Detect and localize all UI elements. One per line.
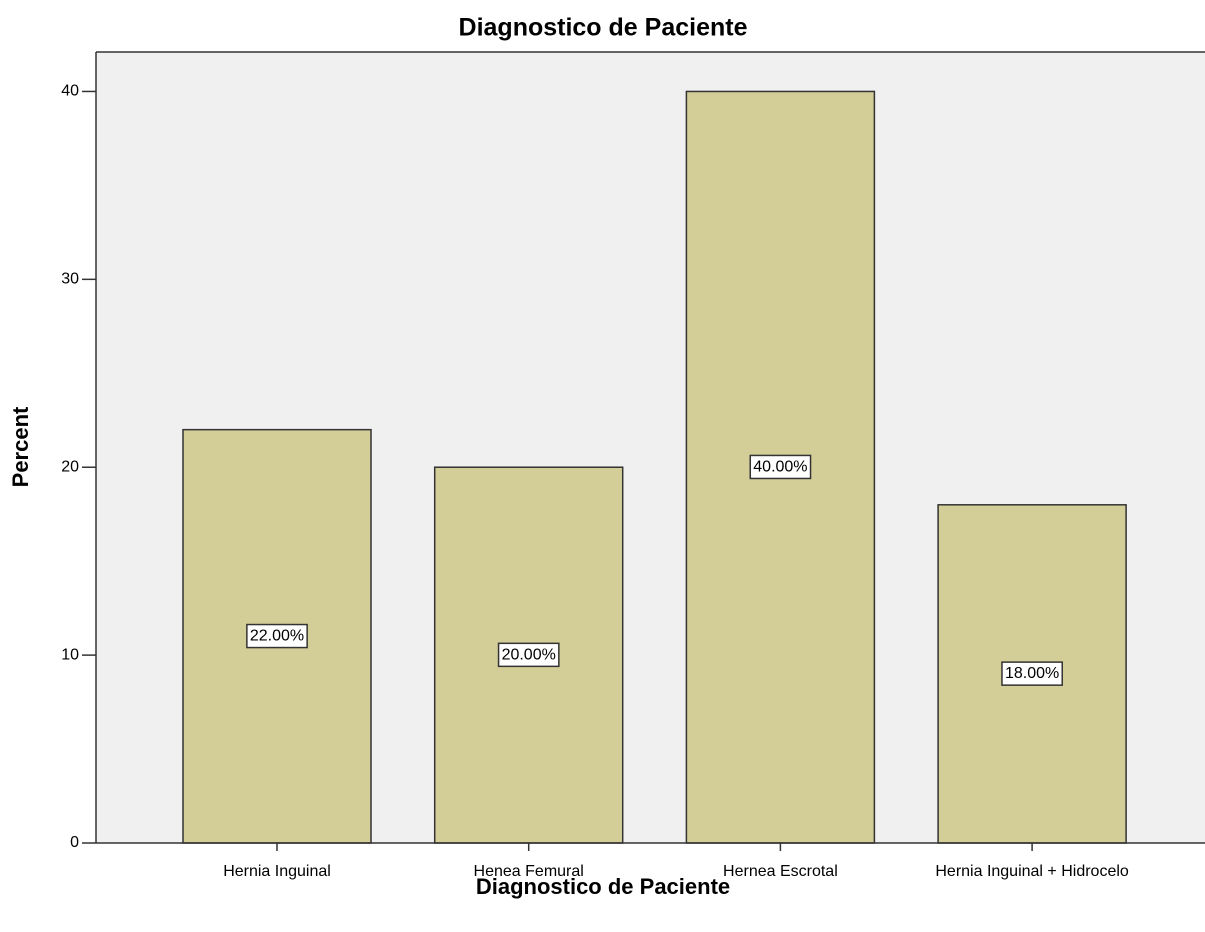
x-tick-label: Hernea Escrotal: [723, 863, 838, 880]
data-label: 18.00%: [1005, 665, 1059, 682]
y-axis-title: Percent: [8, 406, 33, 487]
data-label-box: [1001, 661, 1063, 686]
x-tick-label: Henea Femural: [474, 863, 584, 880]
data-label-box: [497, 642, 560, 668]
data-label-box: [749, 454, 812, 480]
y-tick-label: 40: [61, 83, 79, 100]
y-tick-label: 30: [61, 271, 79, 288]
data-label: 20.00%: [502, 646, 556, 663]
x-axis-title: Diagnostico de Paciente: [476, 874, 730, 899]
y-tick-label: 10: [61, 646, 79, 663]
x-tick-label: Hernia Inguinal: [223, 863, 331, 880]
y-tick-label: 0: [70, 834, 79, 851]
y-tick-label: 20: [61, 458, 79, 475]
data-label: 40.00%: [753, 458, 807, 475]
data-label: 22.00%: [250, 628, 304, 645]
x-tick-label: Hernia Inguinal + Hidrocelo: [935, 863, 1129, 880]
data-label-box: [246, 623, 308, 649]
chart-title: Diagnostico de Paciente: [459, 14, 748, 42]
